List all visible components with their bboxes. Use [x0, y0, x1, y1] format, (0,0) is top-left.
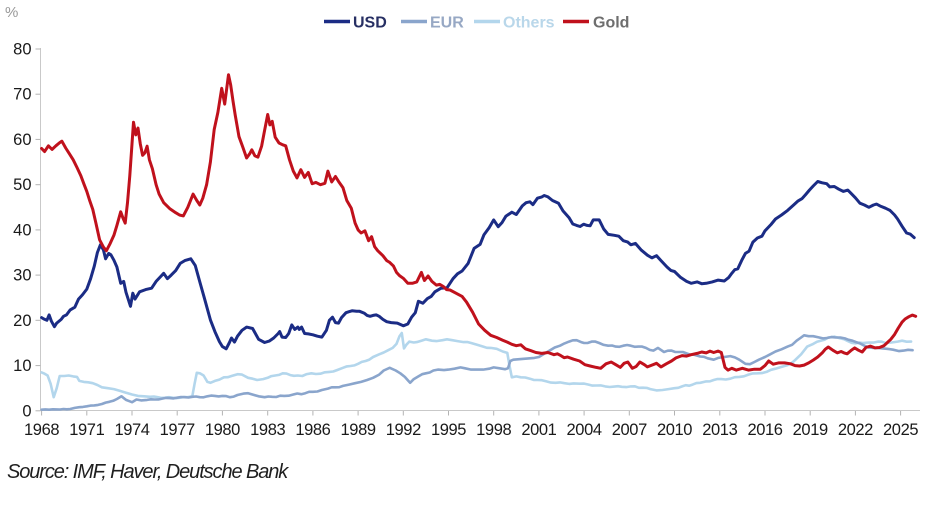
- svg-text:2016: 2016: [747, 421, 782, 439]
- svg-text:1971: 1971: [69, 421, 104, 439]
- svg-text:USD: USD: [353, 15, 387, 32]
- svg-text:1974: 1974: [114, 421, 149, 439]
- svg-text:1989: 1989: [341, 421, 376, 439]
- svg-text:1986: 1986: [295, 421, 330, 439]
- svg-text:Gold: Gold: [593, 15, 629, 32]
- svg-text:20: 20: [13, 312, 31, 330]
- svg-text:2004: 2004: [567, 421, 602, 439]
- svg-text:Source: IMF, Haver, Deutsche B: Source: IMF, Haver, Deutsche Bank: [7, 461, 289, 483]
- svg-text:1968: 1968: [24, 421, 59, 439]
- svg-text:1995: 1995: [431, 421, 466, 439]
- svg-text:0: 0: [22, 402, 31, 420]
- svg-text:30: 30: [13, 267, 31, 285]
- svg-text:Others: Others: [503, 15, 555, 32]
- svg-text:2001: 2001: [521, 421, 556, 439]
- svg-text:%: %: [5, 4, 18, 21]
- svg-text:2013: 2013: [702, 421, 737, 439]
- svg-text:2022: 2022: [838, 421, 873, 439]
- svg-text:EUR: EUR: [430, 15, 464, 32]
- svg-text:2019: 2019: [793, 421, 828, 439]
- svg-text:10: 10: [13, 357, 31, 375]
- svg-text:60: 60: [13, 131, 31, 149]
- svg-text:40: 40: [13, 221, 31, 239]
- svg-text:2007: 2007: [612, 421, 647, 439]
- svg-text:50: 50: [13, 176, 31, 194]
- svg-text:2025: 2025: [883, 421, 918, 439]
- svg-text:70: 70: [13, 86, 31, 104]
- svg-text:1980: 1980: [205, 421, 240, 439]
- svg-text:1992: 1992: [386, 421, 421, 439]
- svg-text:1977: 1977: [160, 421, 195, 439]
- svg-text:2010: 2010: [657, 421, 692, 439]
- svg-text:1983: 1983: [250, 421, 285, 439]
- svg-text:1998: 1998: [476, 421, 511, 439]
- svg-text:80: 80: [13, 41, 31, 59]
